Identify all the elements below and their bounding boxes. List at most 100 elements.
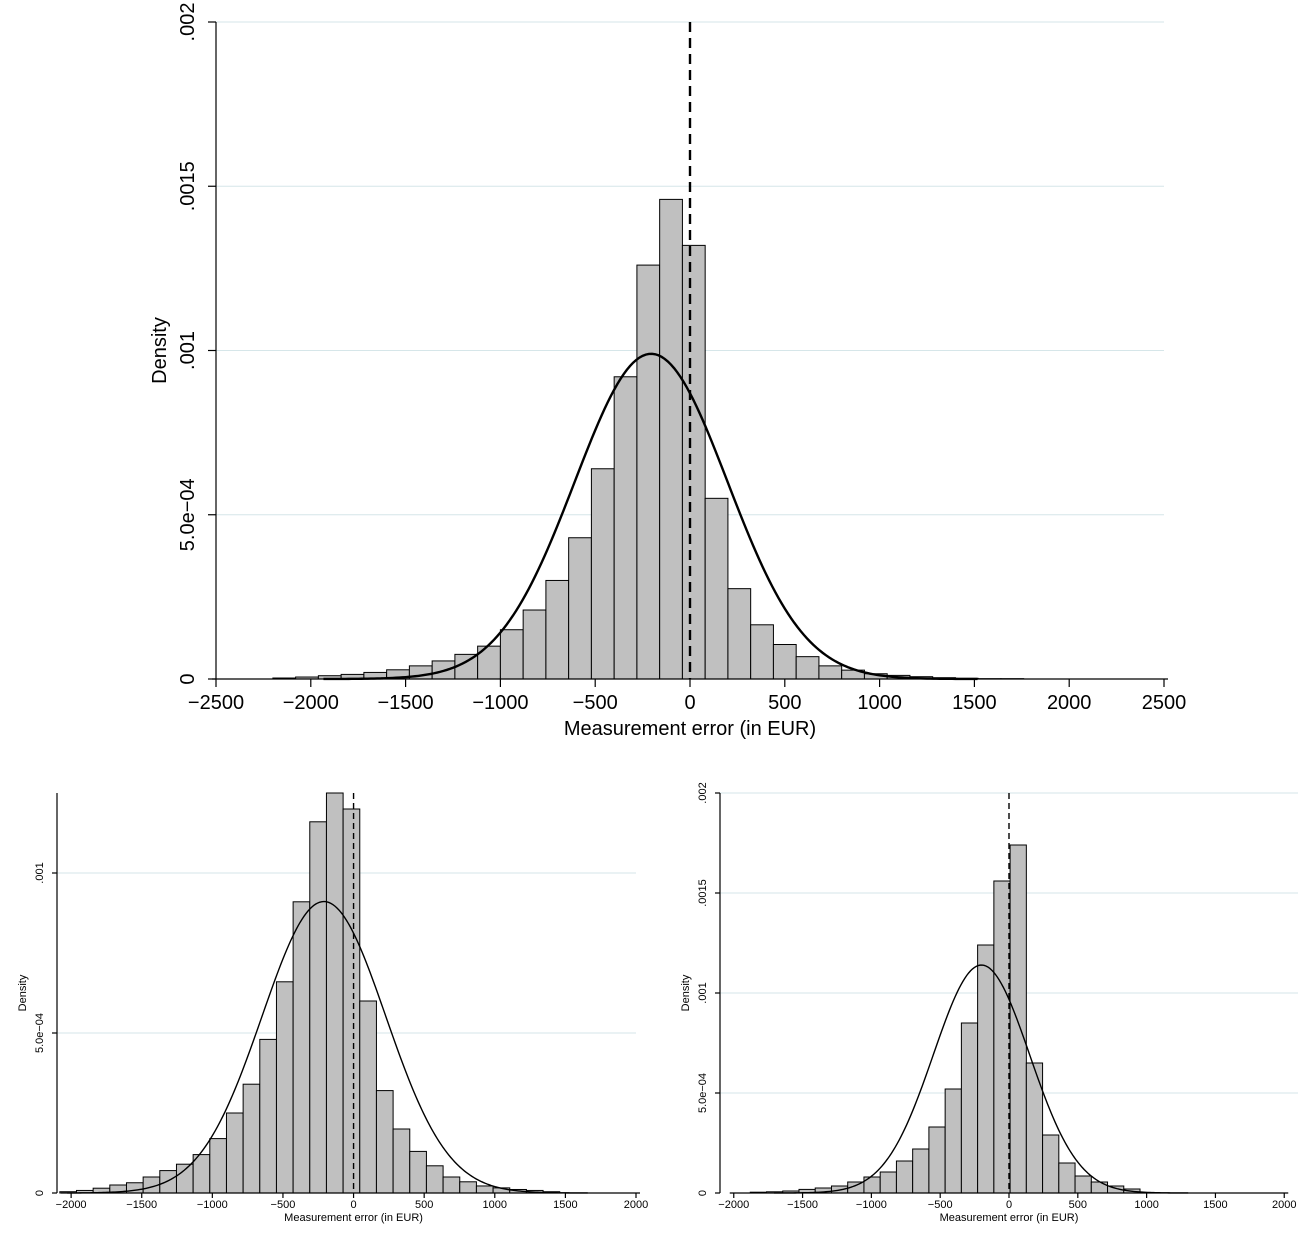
histogram-bar: [259, 1038, 277, 1194]
histogram-bar: [392, 1128, 411, 1194]
histogram-bar: [1009, 844, 1027, 1194]
x-tick-label: −1500: [787, 1199, 818, 1211]
x-tick-label: −1500: [378, 692, 434, 714]
y-tick-label: .0015: [697, 879, 709, 907]
x-axis-title: Measurement error (in EUR): [940, 1212, 1079, 1224]
y-tick-label: 5.0e−04: [34, 1013, 46, 1053]
x-tick-label: 500: [1069, 1199, 1087, 1211]
y-tick-label: .001: [177, 331, 199, 370]
histogram-bar: [613, 376, 638, 680]
y-tick-label: .002: [697, 782, 709, 803]
histogram-bar: [879, 1171, 897, 1194]
x-tick-label: −2500: [188, 692, 244, 714]
bottom-right-histogram-chart: −2000 −1500 −1000 −500 0 500 1000 1500 2000 0 5.0e…: [680, 782, 1298, 1224]
histogram-bar: [499, 629, 524, 680]
y-tick-label: .0015: [177, 161, 199, 211]
x-axis-title: Measurement error (in EUR): [284, 1212, 423, 1224]
histogram-bar: [818, 665, 843, 680]
histogram-bar: [292, 901, 311, 1194]
x-tick-label: 500: [768, 692, 801, 714]
histogram-bar: [960, 1022, 979, 1194]
x-tick-label: −500: [573, 692, 618, 714]
normal-density-curve: [323, 352, 978, 681]
x-tick-label: −2000: [283, 692, 339, 714]
histogram-bar: [159, 1170, 177, 1194]
histogram-bar: [977, 944, 995, 1194]
histogram-bar: [409, 1150, 427, 1194]
x-tick-label: 2500: [1142, 692, 1187, 714]
y-tick-label: 0: [34, 1190, 46, 1196]
histogram-bar: [928, 1126, 946, 1194]
x-tick-label: 1500: [1203, 1199, 1227, 1211]
x-tick-label: −1000: [856, 1199, 887, 1211]
histogram-bar: [342, 808, 361, 1194]
bottom-left-histogram-chart: −2000 −1500 −1000 −500 0 500 1000 1500 2000 0 5.0e…: [17, 792, 648, 1224]
x-tick-label: 1500: [553, 1199, 577, 1211]
x-tick-label: 1000: [483, 1199, 507, 1211]
histogram-bar: [275, 981, 294, 1194]
histogram-bar: [636, 264, 661, 680]
x-tick-label: −500: [271, 1199, 296, 1211]
main-histogram-chart: −2500 −2000 −1500 −1000 −500 0 500 1000 1500 2000…: [149, 3, 1186, 740]
histogram-bar: [1090, 1181, 1109, 1194]
y-tick-label: .002: [177, 3, 199, 42]
y-tick-label: 5.0e−04: [697, 1073, 709, 1113]
x-tick-label: 1000: [1134, 1199, 1158, 1211]
histogram-bar: [325, 792, 344, 1194]
x-axis-title: Measurement error (in EUR): [564, 718, 816, 740]
histogram-bar: [772, 644, 797, 680]
y-tick-label: 5.0e−04: [177, 478, 199, 551]
histogram-bar: [225, 1112, 244, 1194]
y-tick-label: 0: [177, 673, 199, 684]
histogram-bar: [568, 537, 592, 680]
histogram-bar: [522, 609, 547, 680]
histogram-bar: [475, 1185, 494, 1194]
normal-density-curve: [773, 964, 1189, 1194]
histogram-bar: [545, 579, 570, 680]
histogram-bar: [309, 821, 327, 1194]
x-tick-label: −1000: [472, 692, 528, 714]
histogram-bar: [1058, 1162, 1076, 1194]
histogram-bar: [425, 1165, 444, 1194]
x-tick-label: 0: [350, 1199, 356, 1211]
histogram-bar: [242, 1083, 261, 1194]
histogram-bar: [944, 1088, 962, 1194]
y-tick-label: 0: [697, 1190, 709, 1196]
x-tick-label: 2000: [1047, 692, 1092, 714]
x-tick-label: 1500: [952, 692, 997, 714]
histogram-bar: [590, 468, 615, 680]
histogram-bar: [442, 1176, 461, 1194]
histogram-bar: [727, 588, 752, 680]
histogram-bar: [459, 1181, 477, 1194]
histogram-bar: [359, 1000, 377, 1194]
normal-density-curve: [60, 900, 588, 1194]
histogram-bar: [192, 1154, 211, 1194]
x-tick-label: −2000: [718, 1199, 749, 1211]
x-tick-label: 0: [684, 692, 695, 714]
x-tick-label: −1500: [126, 1199, 157, 1211]
histogram-bar: [681, 244, 706, 680]
histogram-bar: [993, 880, 1011, 1194]
histogram-bar: [175, 1163, 194, 1194]
histogram-bar: [795, 656, 820, 680]
histogram-bar: [1042, 1134, 1060, 1194]
x-tick-label: −2000: [56, 1199, 87, 1211]
histogram-bar: [704, 497, 729, 680]
histogram-bar: [659, 198, 683, 680]
y-axis-title: Density: [680, 974, 692, 1011]
y-axis-title: Density: [17, 974, 29, 1011]
histogram-bar: [912, 1148, 930, 1194]
x-tick-label: 2000: [1272, 1199, 1296, 1211]
histogram-bar: [209, 1138, 227, 1194]
x-tick-label: −500: [928, 1199, 953, 1211]
x-tick-label: 500: [415, 1199, 433, 1211]
histogram-bar: [895, 1160, 914, 1194]
x-tick-label: −1000: [197, 1199, 228, 1211]
x-tick-label: 2000: [624, 1199, 648, 1211]
y-axis-title: Density: [149, 317, 171, 384]
histogram-bar: [750, 624, 774, 680]
y-tick-label: .001: [697, 982, 709, 1003]
x-tick-label: 1000: [857, 692, 902, 714]
histogram-bar: [375, 1090, 394, 1194]
